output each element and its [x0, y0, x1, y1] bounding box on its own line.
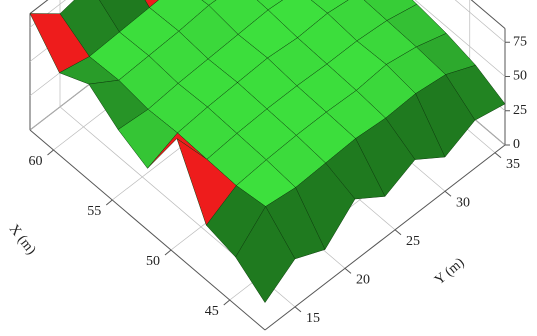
- x-tick: [164, 249, 172, 256]
- z-tick-label: 50: [513, 69, 527, 84]
- y-tick-label: 25: [406, 234, 420, 249]
- axis-line: [264, 144, 506, 331]
- x-tick-label: 50: [146, 254, 160, 269]
- x-tick: [223, 299, 231, 306]
- y-axis-label: Y (m): [432, 255, 467, 288]
- x-tick-label: 60: [29, 154, 43, 169]
- x-axis-label: X (m): [6, 222, 39, 258]
- surface-patch: [235, 206, 296, 303]
- x-tick-label: 45: [205, 304, 219, 319]
- y-tick-label: 20: [356, 273, 370, 288]
- y-tick-label: 15: [306, 311, 320, 326]
- axis-line: [29, 129, 266, 331]
- z-tick-label: 0: [513, 137, 520, 152]
- z-tick-label: 25: [513, 103, 527, 118]
- grid-line: [454, 0, 506, 43]
- y-tick: [394, 229, 402, 236]
- x-tick: [105, 199, 113, 206]
- y-tick: [444, 190, 452, 197]
- y-tick-label: 30: [456, 195, 470, 210]
- y-tick: [494, 152, 502, 159]
- surface-patch: [201, 0, 217, 6]
- y-tick: [344, 267, 352, 274]
- grid-line: [414, 0, 506, 77]
- x-tick: [47, 149, 54, 156]
- surface-patch: [256, 0, 284, 11]
- y-tick: [294, 306, 302, 313]
- surface: [29, 0, 506, 303]
- x-tick-label: 55: [87, 204, 101, 219]
- z-tick-label: 75: [513, 34, 527, 49]
- y-tick-label: 35: [506, 157, 520, 172]
